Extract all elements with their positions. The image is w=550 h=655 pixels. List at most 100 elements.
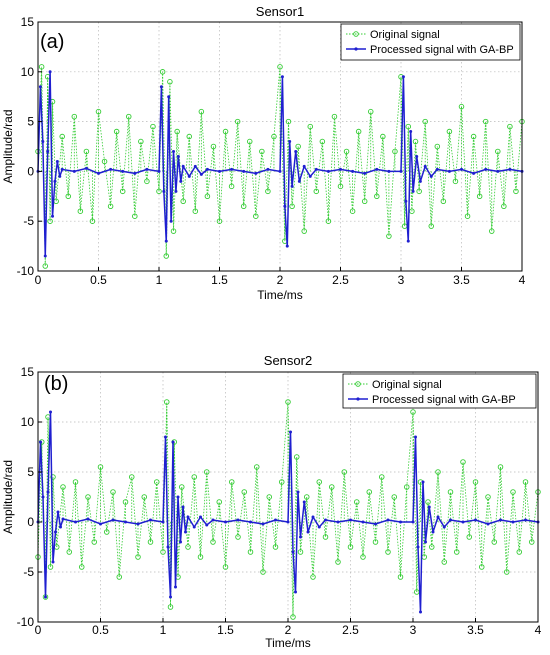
original-signal-point: [78, 564, 85, 570]
x-tick-label: 2: [285, 623, 292, 637]
processed-signal-point: [161, 520, 165, 524]
original-signal-point: [476, 193, 483, 200]
original-signal-point: [386, 233, 392, 239]
processed-signal-point: [449, 518, 452, 522]
original-signal-point: [343, 148, 350, 155]
processed-signal-point: [496, 169, 500, 173]
original-signal-point: [170, 228, 177, 234]
original-signal-point: [410, 409, 416, 415]
processed-signal-point: [484, 167, 488, 171]
original-signal-point: [91, 539, 97, 545]
processed-signal-point: [169, 595, 172, 599]
original-signal-point: [95, 108, 102, 115]
processed-signal-point: [164, 435, 167, 439]
original-signal-point: [228, 479, 235, 485]
original-signal-point: [147, 539, 154, 545]
y-tick-label: 15: [21, 15, 35, 29]
original-signal-point: [259, 148, 265, 155]
original-signal-point: [355, 128, 362, 135]
processed-signal-point: [297, 179, 301, 183]
processed-signal-point: [53, 179, 57, 183]
legend-marker-original: [355, 381, 361, 387]
processed-signal-point: [302, 164, 306, 168]
original-signal-point: [510, 489, 516, 495]
original-signal-point: [447, 489, 454, 495]
original-signal-point: [42, 263, 49, 269]
processed-signal-point: [423, 164, 427, 168]
x-tick-label: 4: [535, 623, 542, 637]
processed-signal-point: [157, 169, 161, 173]
original-signal-point: [163, 253, 170, 259]
chart-title: Sensor2: [264, 353, 312, 368]
original-signal-point: [285, 118, 292, 125]
original-signal-point: [222, 564, 229, 570]
original-signal-point: [77, 208, 84, 214]
original-signal-point: [497, 464, 504, 470]
processed-signal-point: [291, 550, 295, 554]
processed-signal-point: [111, 518, 115, 522]
original-signal-point: [347, 544, 354, 550]
processed-signal-point: [211, 518, 215, 522]
legend-box: [342, 373, 537, 409]
original-signal-point: [354, 499, 360, 505]
original-signal-point: [301, 228, 307, 234]
y-tick-label: 0: [27, 164, 34, 178]
processed-signal-point: [302, 500, 306, 504]
processed-signal-point: [176, 154, 180, 158]
x-tick-label: 3: [410, 623, 417, 637]
x-axis-label: Time/ms: [257, 288, 303, 302]
processed-signal-point: [162, 189, 166, 193]
processed-signal-point: [511, 520, 515, 524]
original-signal-point: [222, 128, 229, 135]
x-tick-label: 1.5: [211, 273, 228, 287]
original-signal-point: [210, 539, 216, 545]
processed-signal-point: [174, 585, 177, 589]
original-signal-point: [167, 79, 173, 85]
processed-signal-point: [224, 520, 227, 524]
original-signal-point: [380, 133, 386, 140]
processed-signal-point: [290, 184, 294, 188]
processed-signal-point: [427, 505, 431, 509]
original-signal-point: [159, 69, 166, 75]
original-signal-point: [529, 539, 535, 545]
original-signal-point: [316, 479, 323, 485]
original-signal-point: [310, 574, 316, 580]
panel-label: (b): [44, 373, 68, 395]
processed-signal-point: [299, 535, 302, 539]
processed-signal-point: [404, 199, 408, 203]
original-signal-point: [265, 188, 271, 195]
original-signal-point: [110, 489, 116, 495]
original-signal-point: [325, 218, 332, 224]
processed-signal-point: [401, 75, 405, 79]
processed-signal-point: [283, 204, 287, 208]
original-signal-point: [72, 479, 79, 485]
original-signal-point: [191, 474, 197, 480]
processed-signal-point: [159, 85, 163, 89]
original-signal-point: [379, 474, 385, 480]
original-signal-point: [485, 494, 491, 500]
processed-signal-point: [499, 518, 502, 522]
original-signal-point: [440, 198, 447, 205]
original-signal-point: [372, 539, 379, 545]
original-signal-point: [495, 148, 501, 155]
processed-signal-point: [418, 179, 422, 183]
processed-signal-point: [167, 95, 171, 99]
y-tick-label: -10: [17, 615, 35, 629]
original-signal-point: [289, 203, 295, 210]
processed-signal-point: [429, 174, 433, 178]
processed-signal-point: [169, 219, 173, 223]
original-signal-point: [83, 148, 90, 155]
processed-signal-point: [486, 522, 490, 526]
original-signal-point: [216, 218, 223, 224]
x-axis-label: Time/ms: [265, 636, 311, 650]
original-signal-point: [122, 499, 129, 505]
processed-signal-point: [84, 166, 88, 170]
processed-signal-point: [41, 495, 45, 499]
processed-signal-point: [415, 154, 419, 158]
original-signal-point: [271, 133, 277, 140]
processed-signal-point: [236, 518, 240, 522]
x-tick-label: 2.5: [342, 623, 359, 637]
y-tick-label: 10: [21, 415, 35, 429]
original-signal-point: [472, 479, 479, 485]
original-signal-point: [50, 474, 56, 480]
